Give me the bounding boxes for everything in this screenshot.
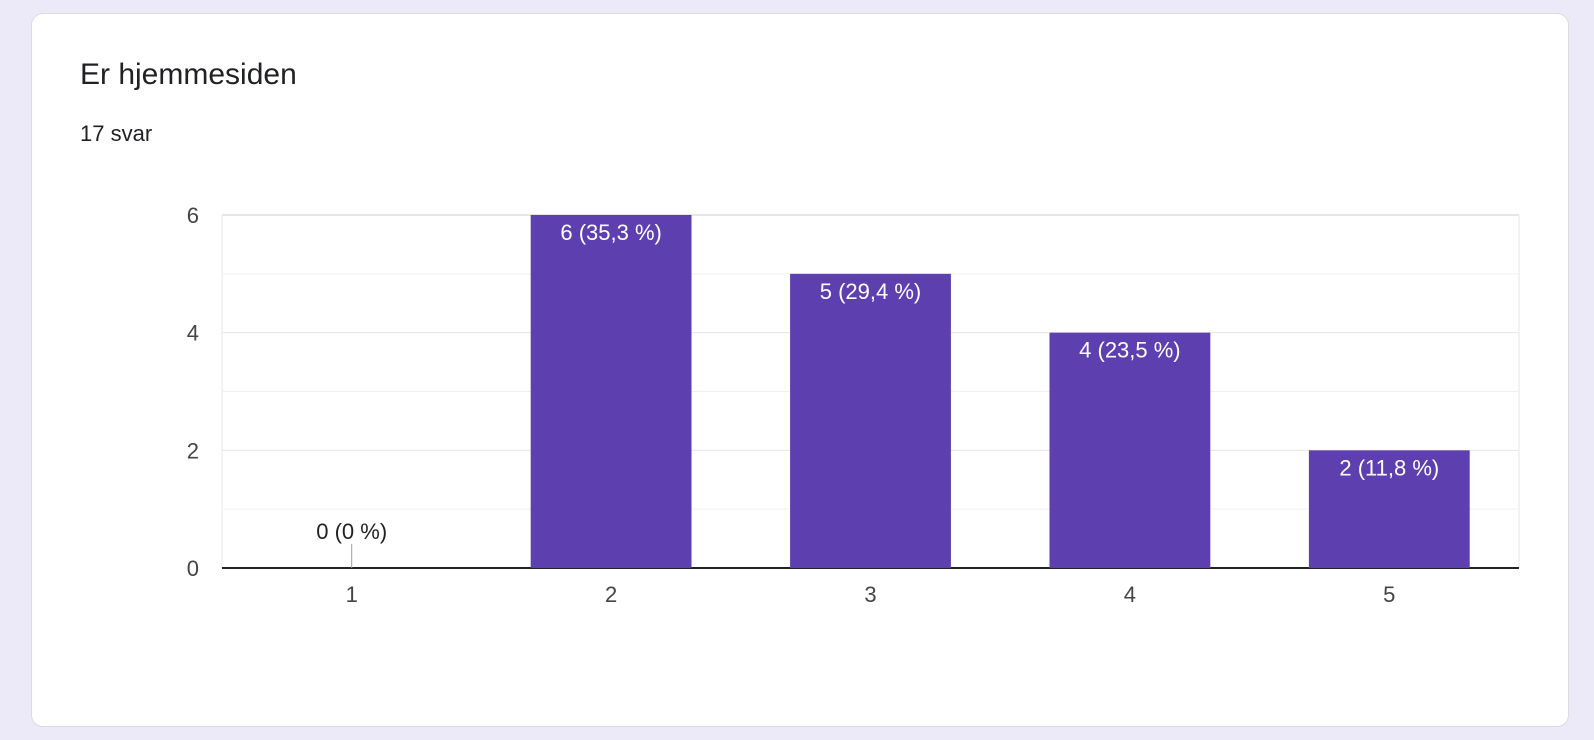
bar [790, 273, 951, 568]
x-tick-label: 4 [1124, 582, 1136, 607]
data-label: 2 (11,8 %) [1339, 455, 1439, 480]
y-tick-label: 6 [187, 203, 199, 228]
x-tick-label: 5 [1383, 582, 1395, 607]
x-tick-label: 3 [864, 582, 876, 607]
x-tick-label: 1 [346, 582, 358, 607]
bar [530, 215, 692, 568]
question-title: Er hjemmesiden [80, 58, 297, 91]
response-count: 17 svar [80, 121, 153, 146]
y-tick-labels: 0 2 4 6 [187, 203, 199, 581]
y-tick-label: 2 [187, 438, 199, 463]
x-tick-label: 2 [605, 582, 617, 607]
bar [1049, 332, 1211, 568]
bars [351, 215, 1470, 568]
y-tick-label: 0 [187, 556, 199, 581]
data-label: 6 (35,3 %) [560, 220, 662, 245]
bar [1308, 450, 1470, 568]
data-label: 0 (0 %) [316, 519, 387, 544]
y-tick-label: 4 [187, 321, 199, 346]
data-labels: 0 (0 %) 6 (35,3 %) 5 (29,4 %) 4 (23,5 %) 2 (… [316, 220, 1439, 544]
data-label: 4 (23,5 %) [1079, 338, 1181, 363]
x-tick-labels: 1 2 3 4 5 [346, 582, 1396, 607]
data-label: 5 (29,4 %) [820, 279, 922, 304]
